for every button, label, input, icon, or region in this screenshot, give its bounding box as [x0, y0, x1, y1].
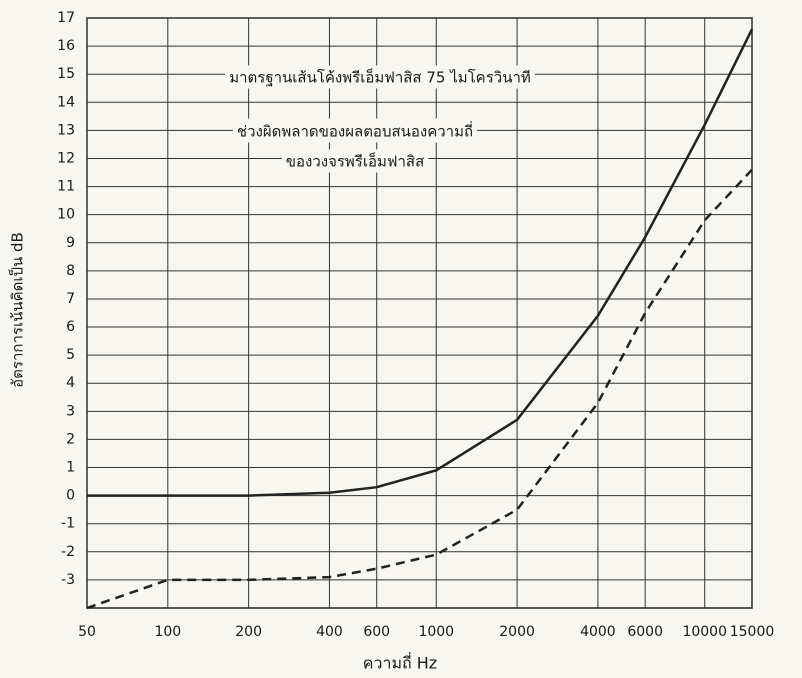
y-tick-label: 13 — [57, 122, 75, 138]
x-tick-label: 50 — [78, 624, 96, 640]
x-tick-label: 400 — [316, 624, 343, 640]
y-tick-label: 4 — [66, 375, 75, 391]
x-tick-label: 600 — [363, 624, 390, 640]
chart: ความถี่ Hz อัตราการเน้นคิดเป็น dB -3 -2 -1… — [0, 0, 802, 678]
y-tick-label: 6 — [66, 319, 75, 335]
y-tick-label: 0 — [66, 488, 75, 504]
y-tick-label: 17 — [57, 10, 75, 26]
y-tick-label: -2 — [61, 544, 75, 560]
y-tick-label: 2 — [66, 431, 75, 447]
x-tick-label: 100 — [154, 624, 181, 640]
y-tick-label: -3 — [61, 572, 75, 588]
x-tick-label: 200 — [235, 624, 262, 640]
y-tick-label: 8 — [66, 263, 75, 279]
y-tick-label: 16 — [57, 38, 75, 54]
y-tick-label: 1 — [66, 460, 75, 476]
y-tick-label: -1 — [61, 516, 75, 532]
x-tick-label: 6000 — [627, 624, 663, 640]
y-tick-label: 12 — [57, 150, 75, 166]
annotation: ช่วงผิดพลาดของผลตอบสนองความถี่ — [237, 121, 473, 141]
y-tick-label: 15 — [57, 66, 75, 82]
x-tick-label: 1000 — [418, 624, 454, 640]
y-tick-label: 10 — [57, 207, 75, 223]
x-tick-label: 15000 — [730, 624, 775, 640]
annotation: มาตรฐานเส้นโค้งพรีเอ็มฟาสิส 75 ไมโครวินา… — [229, 68, 531, 87]
annotation: ของวงจรพรีเอ็มฟาสิส — [286, 152, 425, 171]
x-axis-title: ความถี่ Hz — [363, 652, 437, 673]
x-tick-label: 4000 — [580, 624, 616, 640]
y-tick-label: 9 — [66, 235, 75, 251]
y-tick-label: 14 — [57, 94, 75, 110]
y-tick-label: 5 — [66, 347, 75, 363]
y-tick-label: 3 — [66, 403, 75, 419]
y-tick-label: 7 — [66, 291, 75, 307]
background — [0, 0, 802, 678]
y-axis-title: อัตราการเน้นคิดเป็น dB — [8, 232, 27, 388]
x-tick-label: 2000 — [499, 624, 535, 640]
y-tick-label: 11 — [57, 179, 75, 195]
x-tick-label: 10000 — [682, 624, 727, 640]
